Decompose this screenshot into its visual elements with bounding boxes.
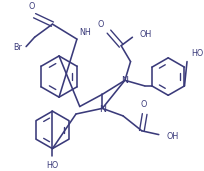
Text: O: O <box>140 100 146 109</box>
Text: OH: OH <box>139 30 152 39</box>
Text: HO: HO <box>191 49 203 58</box>
Text: OH: OH <box>165 132 178 141</box>
Text: O: O <box>97 20 104 29</box>
Text: O: O <box>28 2 35 11</box>
Text: HO: HO <box>46 161 58 170</box>
Text: NH: NH <box>79 28 91 37</box>
Text: N: N <box>98 105 105 114</box>
Text: N: N <box>121 76 128 85</box>
Text: Br: Br <box>13 43 22 52</box>
